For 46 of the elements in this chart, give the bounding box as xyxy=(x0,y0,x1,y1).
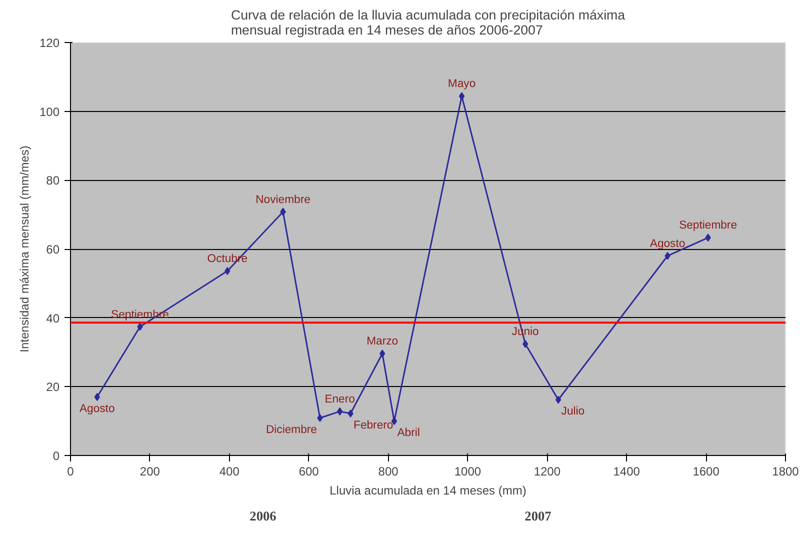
annotation: Diciembre xyxy=(266,424,317,436)
x-tick-label: 1000 xyxy=(454,464,482,478)
annotation: Enero xyxy=(324,393,355,406)
text: 2006 xyxy=(250,508,277,524)
y-axis-title: Intensidad máxima mensual (mm/mes) xyxy=(17,146,32,352)
x-tick-label: 1400 xyxy=(613,464,640,478)
text: 2007 xyxy=(524,508,552,524)
annotation: Agosto xyxy=(650,238,686,250)
x-tick-label: 800 xyxy=(378,464,399,478)
y-tick-label: 20 xyxy=(46,380,60,394)
annotation: Mayo xyxy=(448,78,476,90)
y-tick-label: 120 xyxy=(39,36,60,50)
annotation: Julio xyxy=(561,406,585,418)
point xyxy=(137,322,143,331)
point xyxy=(336,407,343,416)
point xyxy=(280,208,286,216)
point xyxy=(555,396,562,404)
x-tick-label: 200 xyxy=(140,464,160,478)
annotation: Marzo xyxy=(366,336,398,348)
point xyxy=(705,234,711,242)
y-tick-label: 80 xyxy=(46,174,60,188)
annotation: Noviembre xyxy=(256,194,310,206)
point xyxy=(664,252,670,260)
x-axis-title: Lluvia acumulada en 14 meses (mm) xyxy=(330,484,526,498)
y-tick-label: 100 xyxy=(39,104,60,119)
annotation: Febrero xyxy=(354,420,394,432)
point xyxy=(379,350,386,358)
y-tick-label: 40 xyxy=(46,311,60,326)
x-tick-label: 600 xyxy=(298,464,320,478)
annotation: Abril xyxy=(397,427,420,440)
point xyxy=(458,92,465,100)
annotation: Septiembre xyxy=(679,220,738,232)
x-tick-label: 1600 xyxy=(692,464,720,478)
chart-title: Curva de relación de la lluvia acumulada con precipitación máxima mensual registrada en 14 meses de años 2006-2007 xyxy=(230,8,626,38)
x-tick-label: 0 xyxy=(67,464,74,478)
x-tick-label: 400 xyxy=(219,464,240,478)
x-tick-label: 1200 xyxy=(534,464,561,478)
point xyxy=(348,410,354,418)
y-tick-label: 0 xyxy=(52,449,60,463)
annotation: Agosto xyxy=(79,402,115,415)
point xyxy=(224,267,230,276)
point xyxy=(522,340,528,348)
point xyxy=(317,414,323,422)
point xyxy=(94,392,100,401)
y-tick-label: 60 xyxy=(46,242,60,256)
x-tick-label: 1800 xyxy=(772,464,800,478)
